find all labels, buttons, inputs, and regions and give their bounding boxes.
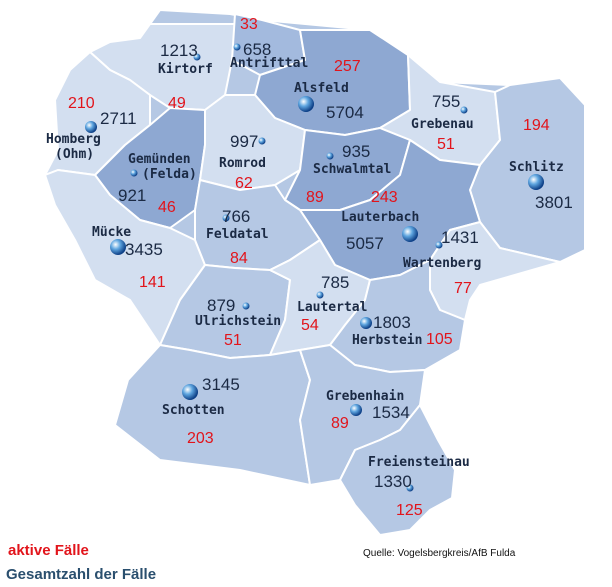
active-schwalmtal: 89 [306, 189, 324, 206]
town-schotten: Schotten [162, 403, 225, 418]
active-gemuenden: 46 [158, 199, 176, 216]
town-homberg-line1: Homberg [46, 132, 101, 147]
marker-kirtorf [193, 53, 201, 61]
active-homberg: 210 [68, 95, 95, 112]
active-feldatal: 84 [230, 250, 248, 267]
total-freiensteinau: 1330 [374, 472, 412, 491]
marker-herbstein [360, 317, 372, 329]
marker-muecke [110, 239, 126, 255]
total-lautertal: 785 [321, 273, 350, 292]
marker-schlitz [528, 174, 544, 190]
total-schlitz: 3801 [535, 193, 573, 212]
active-kirtorf: 49 [168, 95, 186, 112]
marker-schwalmtal [326, 152, 334, 160]
town-gemuenden-line2: (Felda) [142, 167, 197, 182]
marker-lauterbach [402, 226, 418, 242]
region-herbstein [329, 259, 466, 373]
marker-homberg [85, 121, 97, 133]
active-grebenau: 51 [437, 136, 455, 153]
total-gemuenden: 921 [118, 186, 147, 205]
town-lautertal: Lautertal [297, 300, 368, 315]
total-wartenberg: 1431 [441, 228, 479, 247]
active-antrifttal: 33 [240, 16, 258, 33]
town-schlitz: Schlitz [509, 160, 564, 175]
town-grebenhain: Grebenhain [326, 389, 405, 404]
active-wartenberg: 77 [454, 280, 472, 297]
legend-total-cases: Gesamtzahl der Fälle [6, 566, 157, 583]
active-muecke: 141 [139, 274, 166, 291]
total-ulrichstein: 879 [207, 296, 236, 315]
town-schwalmtal: Schwalmtal [313, 162, 392, 177]
region-freiensteinau [339, 404, 456, 536]
marker-gemuenden [130, 169, 138, 177]
marker-romrod [258, 137, 266, 145]
town-freiensteinau: Freiensteinau [368, 455, 470, 470]
total-lauterbach: 5057 [346, 234, 384, 253]
total-grebenau: 755 [432, 92, 461, 111]
town-grebenau: Grebenau [411, 117, 474, 132]
town-muecke: Mücke [92, 225, 132, 240]
town-alsfeld: Alsfeld [294, 81, 349, 96]
active-herbstein: 105 [426, 331, 453, 348]
total-muecke: 3435 [125, 240, 163, 259]
marker-grebenau [460, 106, 468, 114]
town-wartenberg: Wartenberg [403, 256, 482, 271]
active-romrod: 62 [235, 175, 253, 192]
active-grebenhain: 89 [331, 415, 349, 432]
town-lauterbach: Lauterbach [341, 210, 420, 225]
active-alsfeld: 257 [334, 58, 361, 75]
town-ulrichstein: Ulrichstein [195, 314, 282, 329]
marker-feldatal [222, 214, 230, 222]
town-antrifttal: Antrifttal [230, 56, 309, 71]
marker-freiensteinau [406, 484, 414, 492]
town-feldatal: Feldatal [206, 227, 269, 242]
marker-antrifttal [233, 43, 241, 51]
active-lauterbach: 243 [371, 189, 398, 206]
source-note: Quelle: Vogelsbergkreis/AfB Fulda [363, 548, 516, 559]
marker-lautertal [316, 291, 324, 299]
total-homberg: 2711 [100, 109, 137, 128]
marker-grebenhain [350, 404, 362, 416]
marker-wartenberg [435, 241, 443, 249]
total-kirtorf: 1213 [160, 41, 198, 60]
active-ulrichstein: 51 [224, 332, 242, 349]
total-alsfeld: 5704 [326, 103, 364, 122]
total-grebenhain: 1534 [372, 403, 410, 422]
marker-ulrichstein [242, 302, 250, 310]
marker-alsfeld [298, 96, 314, 112]
town-gemuenden-line1: Gemünden [128, 152, 191, 167]
active-schlitz: 194 [523, 117, 550, 134]
town-homberg-line2: (Ohm) [55, 147, 95, 162]
total-herbstein: 1803 [373, 313, 411, 332]
active-freiensteinau: 125 [396, 502, 423, 519]
town-romrod: Romrod [219, 156, 266, 171]
marker-schotten [182, 384, 198, 400]
total-antrifttal: 658 [243, 40, 272, 59]
legend-active-cases: aktive Fälle [8, 542, 89, 559]
town-herbstein: Herbstein [352, 333, 423, 348]
town-kirtorf: Kirtorf [158, 62, 213, 77]
total-schwalmtal: 935 [342, 142, 371, 161]
total-schotten: 3145 [202, 375, 240, 394]
total-romrod: 997 [230, 132, 259, 151]
active-lautertal: 54 [301, 317, 319, 334]
total-feldatal: 766 [222, 207, 251, 226]
active-schotten: 203 [187, 430, 214, 447]
